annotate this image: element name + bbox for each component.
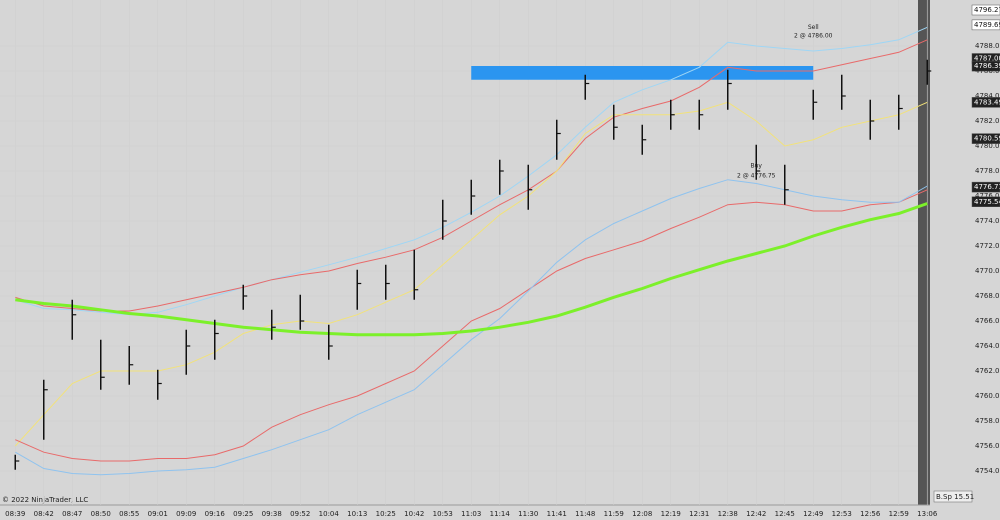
price-marker	[971, 19, 1000, 31]
x-tick-label: 08:39	[5, 510, 25, 518]
price-marker	[971, 60, 1000, 72]
x-tick-label: 12:42	[746, 510, 766, 518]
x-tick-label: 12:53	[832, 510, 852, 518]
y-tick-label: 4760.00	[975, 392, 1000, 400]
x-tick-label: 13:06	[917, 510, 938, 518]
price-marker	[971, 97, 1000, 108]
trade-annotation: 2 @ 4786.00	[794, 33, 833, 40]
x-tick-label: 08:42	[34, 510, 54, 518]
y-tick-label: 4768.00	[975, 292, 1000, 300]
price-marker-label: 4780.59	[974, 135, 1000, 143]
status-box	[933, 490, 973, 503]
y-tick-label: 4780.00	[975, 142, 1000, 150]
y-tick-label: 4754.00	[975, 467, 1000, 475]
x-tick-label: 12:49	[803, 510, 823, 518]
x-tick-label: 10:42	[404, 510, 424, 518]
y-tick-label: 4764.00	[975, 342, 1000, 350]
x-tick-label: 10:25	[376, 510, 396, 518]
x-tick-label: 12:56	[860, 510, 881, 518]
x-tick-label: 09:38	[262, 510, 282, 518]
x-tick-label: 09:16	[205, 510, 226, 518]
y-tick-label: 4776.00	[975, 192, 1000, 200]
price-marker-label: 4776.71	[974, 183, 1000, 191]
y-tick-label: 4762.00	[975, 367, 1000, 375]
status: B.Sp 15.51	[936, 493, 974, 501]
y-tick-label: 4782.00	[975, 117, 1000, 125]
x-tick-label: 12:08	[632, 510, 652, 518]
x-tick-label: 10:13	[347, 510, 367, 518]
y-tick-label: 4772.00	[975, 242, 1000, 250]
price-marker-label: 4787.00	[974, 55, 1000, 63]
y-tick-label: 4756.00	[975, 442, 1000, 450]
trade-annotation: 2 @ 4776.75	[737, 173, 776, 180]
y-tick-label: 4758.00	[975, 417, 1000, 425]
x-tick-label: 08:55	[119, 510, 139, 518]
trade-annotation: Sell	[808, 24, 819, 31]
indicator-line	[15, 39, 928, 312]
x-tick-label: 12:59	[889, 510, 909, 518]
y-tick-label: 4784.00	[975, 92, 1000, 100]
x-tick-label: 10:04	[319, 510, 340, 518]
price-marker-label: 4796.27	[974, 6, 1000, 14]
y-tick-label: 4774.00	[975, 217, 1000, 225]
indicator-line	[15, 189, 928, 462]
price-marker	[971, 133, 1000, 144]
price-marker	[971, 181, 1000, 193]
y-tick-label: 4778.00	[975, 167, 1000, 175]
x-tick-label: 11:59	[604, 510, 624, 518]
indicator-line	[14, 101, 928, 447]
zone	[471, 66, 814, 80]
price-marker-label: 4775.54	[974, 198, 1000, 206]
x-tick-label: 10:53	[433, 510, 453, 518]
y-tick-label: 4788.00	[975, 42, 1000, 50]
price-marker-label: 4789.69	[974, 21, 1000, 29]
x-tick-label: 11:14	[490, 510, 511, 518]
x-tick-label: 09:09	[176, 510, 196, 518]
x-tick-label: 11:41	[547, 510, 567, 518]
price-marker	[971, 4, 1000, 16]
y-tick-label: 4770.00	[975, 267, 1000, 275]
price-marker	[971, 196, 1000, 207]
indicator-line	[15, 202, 928, 337]
x-tick-label: 12:45	[775, 510, 795, 518]
indicator-line	[15, 179, 928, 476]
copyright: © 2022 NinjaTrader, LLC	[2, 496, 88, 504]
trade-annotation: Buy	[751, 163, 763, 170]
scrollbar[interactable]	[918, 0, 930, 505]
x-tick-label: 09:25	[233, 510, 253, 518]
x-tick-label: 08:50	[91, 510, 111, 518]
price-marker-label: 4783.49	[974, 98, 1000, 106]
x-tick-label: 09:52	[290, 510, 310, 518]
x-tick-label: 11:30	[518, 510, 538, 518]
x-tick-label: 12:38	[718, 510, 738, 518]
x-tick-label: 09:01	[148, 510, 168, 518]
x-tick-label: 12:31	[689, 510, 709, 518]
price-marker-label: 4786.39	[974, 62, 1000, 70]
x-tick-label: 11:48	[575, 510, 595, 518]
y-tick-label: 4766.00	[975, 317, 1000, 325]
x-tick-label: 08:47	[62, 510, 82, 518]
x-tick-label: 11:03	[461, 510, 481, 518]
x-tick-label: 12:19	[661, 510, 681, 518]
